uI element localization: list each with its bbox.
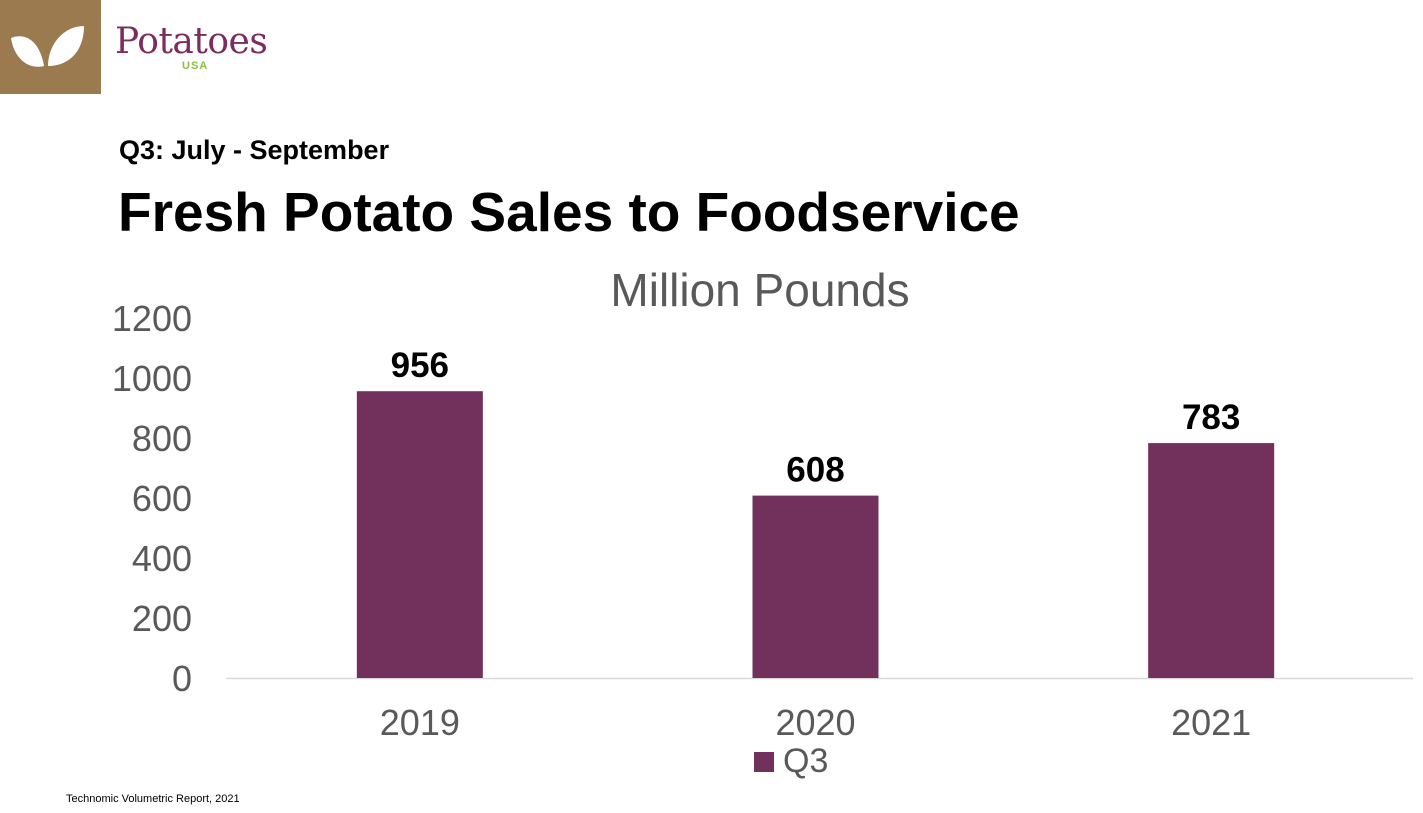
bar-2019 [356, 391, 483, 678]
logo-usa: USA [182, 60, 209, 72]
data-label-2019: 956 [391, 346, 449, 385]
y-tick-label: 1200 [112, 298, 192, 339]
data-label-2020: 608 [786, 451, 844, 490]
y-tick-label: 400 [132, 538, 192, 579]
x-tick-label-2020: 2020 [775, 702, 855, 743]
bar-2021 [1148, 443, 1275, 678]
page-subtitle: Q3: July - September [119, 135, 390, 165]
y-tick-label: 1000 [112, 358, 192, 399]
bar-2020 [752, 495, 879, 678]
y-tick-label: 200 [132, 598, 192, 639]
brand-block [0, 0, 101, 94]
y-tick-label: 600 [132, 478, 192, 519]
y-tick-label: 0 [172, 658, 192, 699]
x-tick-label-2019: 2019 [380, 702, 460, 743]
y-tick-label: 800 [132, 418, 192, 459]
legend-swatch [754, 752, 774, 772]
logo-wordmark: Potatoes [115, 21, 268, 62]
leaf-icon [11, 26, 84, 67]
source-footnote: Technomic Volumetric Report, 2021 [66, 793, 240, 805]
page-title: Fresh Potato Sales to Foodservice [118, 181, 1020, 243]
legend-label: Q3 [783, 742, 828, 780]
x-tick-label-2021: 2021 [1171, 702, 1251, 743]
data-label-2021: 783 [1182, 398, 1240, 437]
logo: Potatoes USA [115, 20, 268, 80]
chart-title: Million Pounds [610, 264, 909, 316]
